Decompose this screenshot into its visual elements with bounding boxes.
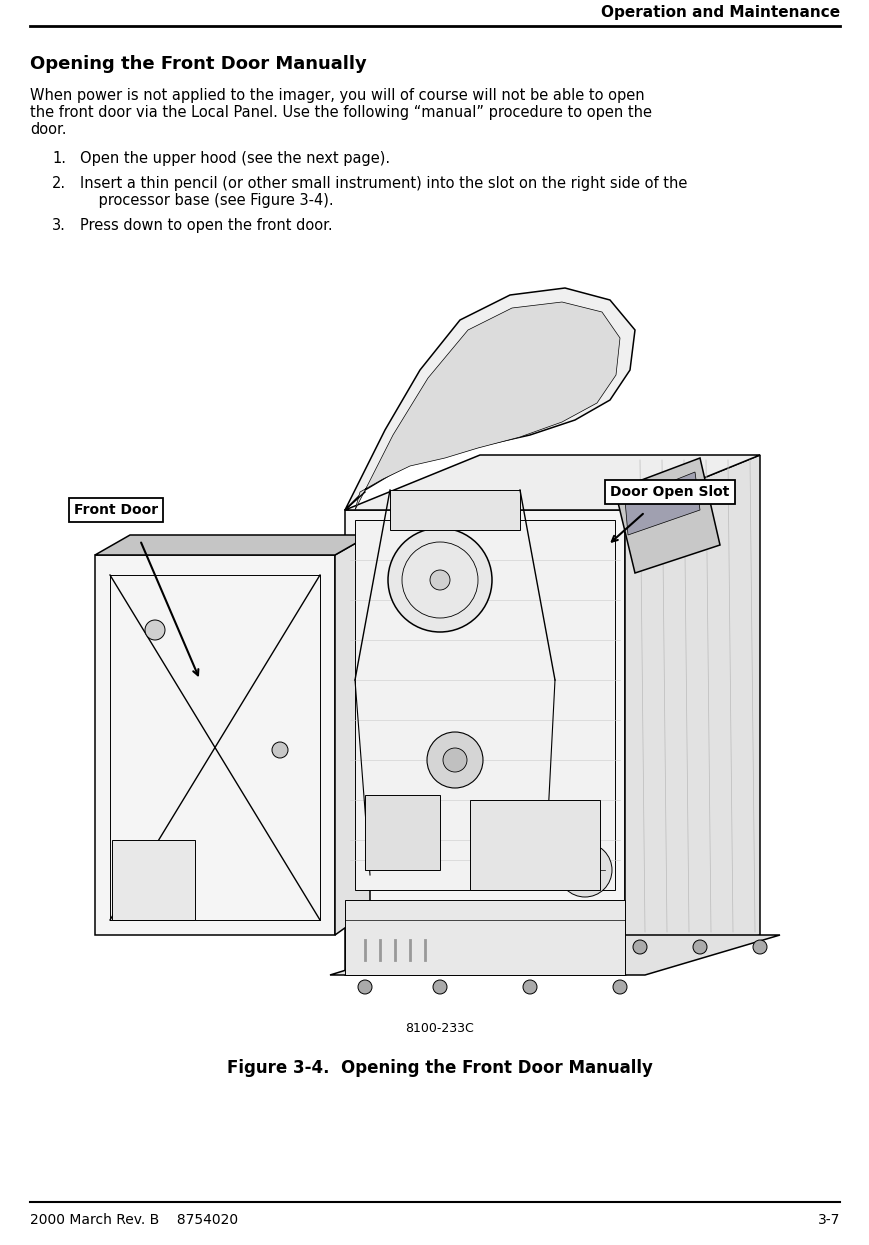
Polygon shape [624,472,700,535]
Circle shape [753,940,766,954]
Circle shape [145,620,165,640]
Polygon shape [345,510,624,975]
Text: Open the upper hood (see the next page).: Open the upper hood (see the next page). [80,151,389,166]
Polygon shape [389,491,520,530]
Circle shape [433,980,447,994]
Text: Figure 3-4.  Opening the Front Door Manually: Figure 3-4. Opening the Front Door Manua… [227,1059,653,1077]
Circle shape [613,980,627,994]
Polygon shape [614,458,720,573]
Text: the front door via the Local Panel. Use the following “manual” procedure to open: the front door via the Local Panel. Use … [30,105,651,120]
Circle shape [272,742,288,758]
Text: 2000 March Rev. B    8754020: 2000 March Rev. B 8754020 [30,1213,238,1228]
Text: 3.: 3. [52,218,66,233]
Polygon shape [329,935,779,975]
Text: processor base (see Figure 3-4).: processor base (see Figure 3-4). [80,193,333,208]
Text: 3-7: 3-7 [817,1213,839,1228]
Polygon shape [355,303,620,510]
Text: Operation and Maintenance: Operation and Maintenance [600,5,839,20]
Polygon shape [335,535,369,935]
Circle shape [442,748,467,772]
Circle shape [427,732,482,788]
Polygon shape [624,454,760,975]
Text: When power is not applied to the imager, you will of course will not be able to : When power is not applied to the imager,… [30,88,644,103]
Polygon shape [345,454,760,510]
Polygon shape [365,796,440,870]
Circle shape [557,843,611,896]
Text: 8100-233C: 8100-233C [405,1021,474,1035]
Text: Door Open Slot: Door Open Slot [610,486,729,499]
Polygon shape [95,555,335,935]
Text: door.: door. [30,122,66,137]
Polygon shape [112,840,195,920]
Polygon shape [95,535,369,555]
Polygon shape [469,801,600,890]
Text: Insert a thin pencil (or other small instrument) into the slot on the right side: Insert a thin pencil (or other small ins… [80,176,687,190]
Polygon shape [355,520,614,890]
Polygon shape [345,900,624,975]
Circle shape [522,980,536,994]
Circle shape [574,860,594,880]
Text: Press down to open the front door.: Press down to open the front door. [80,218,332,233]
Text: 2.: 2. [52,176,66,190]
Circle shape [693,940,706,954]
Text: 1.: 1. [52,151,66,166]
Circle shape [633,940,647,954]
Circle shape [388,528,492,632]
Text: Front Door: Front Door [74,503,158,517]
Circle shape [357,980,372,994]
Circle shape [429,570,449,590]
Polygon shape [345,288,634,510]
Text: Opening the Front Door Manually: Opening the Front Door Manually [30,55,367,73]
